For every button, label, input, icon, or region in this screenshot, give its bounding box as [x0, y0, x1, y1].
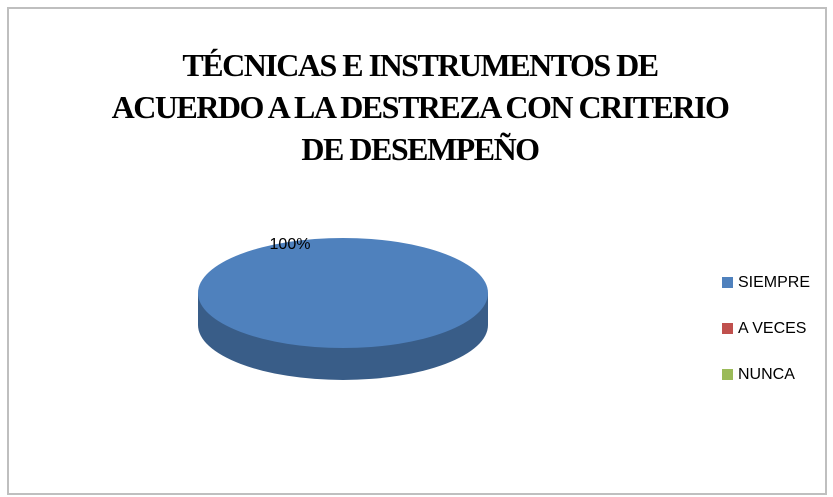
chart-title: TÉCNICAS E INSTRUMENTOS DE ACUERDO A LA … — [111, 47, 730, 167]
legend-label: SIEMPRE — [738, 274, 810, 291]
slice-top — [198, 238, 488, 348]
legend-label: NUNCA — [738, 366, 795, 383]
legend-label: A VECES — [738, 320, 806, 337]
data-label: 100% — [270, 236, 311, 253]
pie-slice — [198, 238, 488, 380]
legend-swatch — [722, 277, 733, 288]
legend-swatch — [722, 323, 733, 334]
legend-swatch — [722, 369, 733, 380]
